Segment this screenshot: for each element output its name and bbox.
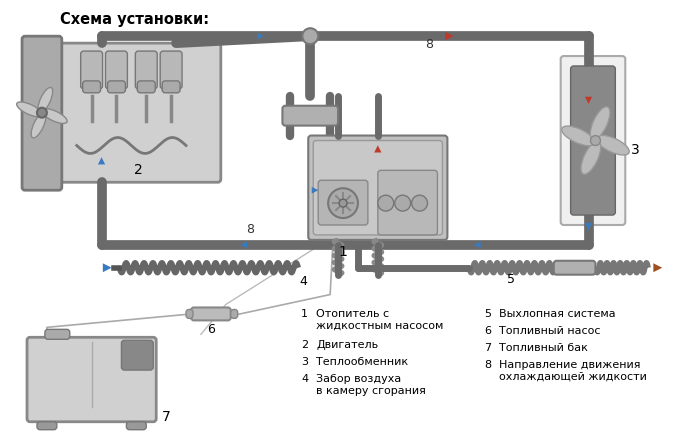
FancyBboxPatch shape	[22, 36, 62, 190]
FancyBboxPatch shape	[282, 106, 338, 126]
FancyBboxPatch shape	[162, 81, 180, 93]
Circle shape	[37, 108, 47, 118]
Text: 5: 5	[484, 309, 491, 320]
Text: Направление движения
охлаждающей жидкости: Направление движения охлаждающей жидкост…	[499, 360, 647, 382]
FancyBboxPatch shape	[378, 170, 438, 235]
Text: 8: 8	[426, 38, 433, 51]
FancyBboxPatch shape	[160, 51, 182, 89]
FancyBboxPatch shape	[561, 56, 625, 225]
FancyBboxPatch shape	[135, 51, 158, 89]
Text: Топливный бак: Топливный бак	[499, 343, 588, 353]
FancyBboxPatch shape	[27, 337, 156, 422]
FancyBboxPatch shape	[108, 81, 125, 93]
Text: 7: 7	[484, 343, 491, 353]
Text: 1: 1	[301, 309, 308, 320]
Text: 3: 3	[631, 143, 640, 157]
Ellipse shape	[41, 109, 67, 123]
Text: Теплообменник: Теплообменник	[316, 357, 408, 367]
Ellipse shape	[561, 126, 595, 146]
Text: 4: 4	[301, 374, 308, 384]
Ellipse shape	[581, 141, 601, 174]
FancyBboxPatch shape	[318, 180, 368, 225]
Text: Двигатель: Двигатель	[316, 340, 378, 350]
FancyBboxPatch shape	[313, 140, 442, 235]
Text: 8: 8	[246, 223, 255, 236]
Text: 3: 3	[301, 357, 308, 367]
FancyBboxPatch shape	[231, 309, 238, 318]
Text: 4: 4	[300, 275, 307, 288]
Text: 2: 2	[301, 340, 308, 350]
FancyBboxPatch shape	[127, 422, 146, 430]
FancyBboxPatch shape	[80, 51, 102, 89]
Ellipse shape	[17, 102, 42, 117]
FancyBboxPatch shape	[121, 340, 153, 370]
Text: 7: 7	[162, 410, 171, 424]
Circle shape	[302, 28, 318, 44]
FancyBboxPatch shape	[554, 261, 596, 274]
FancyBboxPatch shape	[83, 81, 101, 93]
FancyBboxPatch shape	[570, 66, 615, 215]
FancyBboxPatch shape	[191, 308, 231, 320]
Ellipse shape	[590, 107, 610, 140]
Ellipse shape	[32, 112, 46, 138]
FancyBboxPatch shape	[186, 309, 193, 318]
Circle shape	[395, 195, 411, 211]
FancyBboxPatch shape	[37, 422, 57, 430]
Ellipse shape	[596, 135, 629, 155]
Text: Схема установки:: Схема установки:	[60, 12, 209, 27]
Text: 5: 5	[507, 273, 515, 286]
Text: Выхлопная система: Выхлопная система	[499, 309, 616, 320]
Ellipse shape	[38, 88, 52, 113]
Text: Отопитель с
жидкостным насосом: Отопитель с жидкостным насосом	[316, 309, 444, 331]
Circle shape	[412, 195, 428, 211]
Text: Забор воздуха
в камеру сгорания: Забор воздуха в камеру сгорания	[316, 374, 426, 396]
FancyBboxPatch shape	[106, 51, 127, 89]
Text: 1: 1	[339, 245, 347, 259]
Circle shape	[328, 188, 358, 218]
Circle shape	[378, 195, 393, 211]
FancyBboxPatch shape	[308, 135, 447, 240]
Text: 2: 2	[134, 163, 143, 177]
Circle shape	[591, 135, 601, 145]
Text: 6: 6	[207, 323, 215, 336]
Circle shape	[339, 199, 347, 207]
Text: Топливный насос: Топливный насос	[499, 326, 601, 336]
Text: 8: 8	[484, 360, 491, 370]
FancyBboxPatch shape	[45, 329, 70, 339]
FancyBboxPatch shape	[137, 81, 155, 93]
FancyBboxPatch shape	[57, 43, 220, 182]
Text: 6: 6	[484, 326, 491, 336]
